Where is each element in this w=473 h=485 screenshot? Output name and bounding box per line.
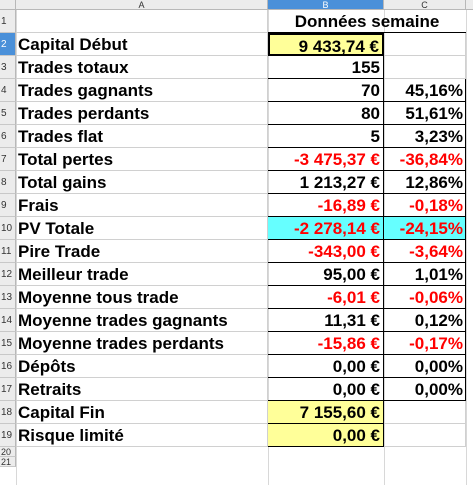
select-all-corner[interactable] bbox=[0, 0, 16, 10]
row-label[interactable]: Capital Début bbox=[16, 33, 268, 56]
column-header-b[interactable]: B bbox=[268, 0, 384, 10]
percent-cell[interactable]: -3,64% bbox=[384, 240, 466, 263]
cell-a1[interactable] bbox=[16, 10, 268, 33]
percent-cell[interactable]: 0,00% bbox=[384, 378, 466, 401]
row-label[interactable]: Capital Fin bbox=[16, 401, 268, 424]
percent-cell[interactable]: 1,01% bbox=[384, 263, 466, 286]
percent-cell[interactable]: -24,15% bbox=[384, 217, 466, 240]
row-label[interactable]: Total pertes bbox=[16, 148, 268, 171]
column-header-c[interactable]: C bbox=[384, 0, 466, 10]
row-label[interactable]: Trades gagnants bbox=[16, 79, 268, 102]
row-header[interactable]: 12 bbox=[0, 263, 16, 286]
value-cell[interactable]: -3 475,37 € bbox=[268, 148, 384, 171]
row-header[interactable]: 20 bbox=[0, 447, 16, 457]
percent-cell[interactable] bbox=[384, 424, 466, 447]
percent-cell[interactable]: -0,18% bbox=[384, 194, 466, 217]
row-label[interactable]: Pire Trade bbox=[16, 240, 268, 263]
percent-cell[interactable]: -36,84% bbox=[384, 148, 466, 171]
row-header[interactable]: 16 bbox=[0, 355, 16, 378]
value-cell[interactable]: 70 bbox=[268, 79, 384, 102]
percent-cell[interactable] bbox=[384, 56, 466, 79]
percent-cell[interactable]: 3,23% bbox=[384, 125, 466, 148]
grid-line bbox=[268, 10, 269, 485]
row-header[interactable]: 5 bbox=[0, 102, 16, 125]
row-header[interactable]: 2 bbox=[0, 33, 16, 56]
value-cell[interactable]: 9 433,74 € bbox=[268, 33, 384, 56]
row-label[interactable]: Total gains bbox=[16, 171, 268, 194]
row-header[interactable]: 6 bbox=[0, 125, 16, 148]
row-header[interactable]: 17 bbox=[0, 378, 16, 401]
row-header[interactable]: 7 bbox=[0, 148, 16, 171]
row-header[interactable]: 3 bbox=[0, 56, 16, 79]
value-cell[interactable]: -15,86 € bbox=[268, 332, 384, 355]
row-header[interactable]: 15 bbox=[0, 332, 16, 355]
percent-cell[interactable]: -0,17% bbox=[384, 332, 466, 355]
value-cell[interactable]: 0,00 € bbox=[268, 424, 384, 447]
cell-b1-header-title[interactable]: Données semaine bbox=[268, 10, 466, 33]
value-cell[interactable]: -16,89 € bbox=[268, 194, 384, 217]
percent-cell[interactable] bbox=[384, 401, 466, 424]
percent-cell[interactable]: -0,06% bbox=[384, 286, 466, 309]
row-label[interactable]: Dépôts bbox=[16, 355, 268, 378]
row-label[interactable]: Trades flat bbox=[16, 125, 268, 148]
value-cell[interactable]: 7 155,60 € bbox=[268, 401, 384, 424]
row-header[interactable]: 10 bbox=[0, 217, 16, 240]
row-label[interactable]: Moyenne trades perdants bbox=[16, 332, 268, 355]
row-label[interactable]: Frais bbox=[16, 194, 268, 217]
percent-cell[interactable]: 51,61% bbox=[384, 102, 466, 125]
value-cell[interactable]: -2 278,14 € bbox=[268, 217, 384, 240]
percent-cell[interactable]: 0,12% bbox=[384, 309, 466, 332]
row-header[interactable]: 4 bbox=[0, 79, 16, 102]
value-cell[interactable]: 0,00 € bbox=[268, 355, 384, 378]
row-header[interactable]: 13 bbox=[0, 286, 16, 309]
row-header[interactable]: 1 bbox=[0, 10, 16, 33]
grid-line bbox=[466, 10, 467, 485]
row-header[interactable]: 11 bbox=[0, 240, 16, 263]
row-label[interactable]: Retraits bbox=[16, 378, 268, 401]
row-header[interactable]: 19 bbox=[0, 424, 16, 447]
row-header[interactable]: 21 bbox=[0, 457, 16, 467]
percent-cell[interactable]: 0,00% bbox=[384, 355, 466, 378]
row-label[interactable]: Risque limité bbox=[16, 424, 268, 447]
value-cell[interactable]: -343,00 € bbox=[268, 240, 384, 263]
value-cell[interactable]: 95,00 € bbox=[268, 263, 384, 286]
grid-line bbox=[384, 10, 385, 485]
value-cell[interactable]: 1 213,27 € bbox=[268, 171, 384, 194]
row-header[interactable]: 18 bbox=[0, 401, 16, 424]
row-header[interactable]: 14 bbox=[0, 309, 16, 332]
row-label[interactable]: Trades totaux bbox=[16, 56, 268, 79]
grid-line bbox=[16, 10, 17, 485]
value-cell[interactable]: -6,01 € bbox=[268, 286, 384, 309]
column-header-d[interactable] bbox=[466, 0, 473, 10]
value-cell[interactable]: 5 bbox=[268, 125, 384, 148]
row-label[interactable]: Moyenne trades gagnants bbox=[16, 309, 268, 332]
value-cell[interactable]: 80 bbox=[268, 102, 384, 125]
row-label[interactable]: Meilleur trade bbox=[16, 263, 268, 286]
value-cell[interactable]: 11,31 € bbox=[268, 309, 384, 332]
percent-cell[interactable]: 45,16% bbox=[384, 79, 466, 102]
value-cell[interactable]: 155 bbox=[268, 56, 384, 79]
row-header[interactable]: 8 bbox=[0, 171, 16, 194]
row-label[interactable]: Moyenne tous trade bbox=[16, 286, 268, 309]
row-label[interactable]: Trades perdants bbox=[16, 102, 268, 125]
percent-cell[interactable]: 12,86% bbox=[384, 171, 466, 194]
value-cell[interactable]: 0,00 € bbox=[268, 378, 384, 401]
row-header[interactable]: 9 bbox=[0, 194, 16, 217]
row-label[interactable]: PV Totale bbox=[16, 217, 268, 240]
column-header-a[interactable]: A bbox=[16, 0, 268, 10]
percent-cell[interactable] bbox=[384, 33, 466, 56]
